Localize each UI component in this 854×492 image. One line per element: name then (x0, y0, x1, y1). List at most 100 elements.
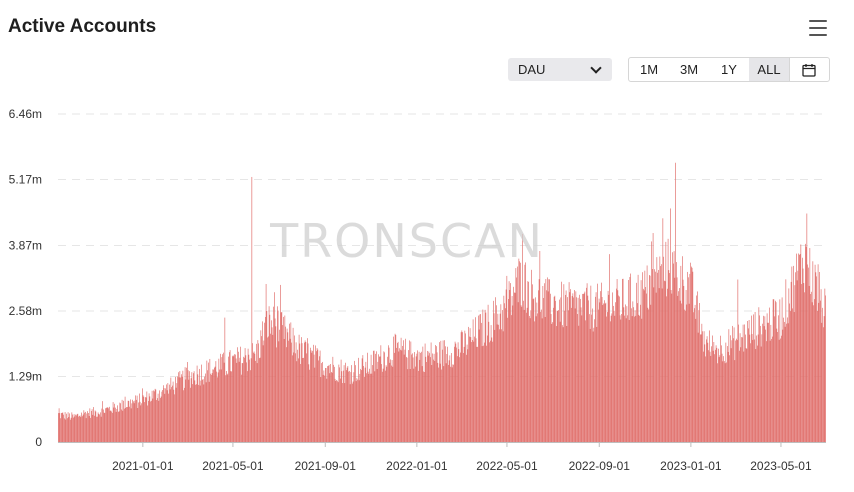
bar (291, 342, 292, 442)
bar (223, 352, 224, 442)
bar (435, 345, 436, 442)
bar (194, 380, 196, 442)
bar (437, 362, 439, 442)
bar (145, 397, 146, 442)
menu-icon[interactable] (809, 20, 827, 36)
bar (382, 368, 384, 442)
bar (439, 342, 440, 442)
bar (691, 266, 692, 442)
range-all-button[interactable]: ALL (749, 58, 789, 81)
bar (118, 411, 119, 442)
bar (592, 331, 594, 442)
bar (584, 291, 586, 442)
bar (803, 283, 805, 442)
range-1y-button[interactable]: 1Y (721, 62, 737, 77)
bar (822, 307, 823, 442)
range-3m-button[interactable]: 3M (679, 62, 699, 77)
bar (546, 290, 547, 442)
bar (91, 411, 92, 442)
bar (651, 241, 652, 442)
bar (352, 383, 353, 442)
bar (760, 325, 761, 442)
bar (809, 248, 811, 442)
bar (461, 330, 463, 442)
x-tick-label: 2022-01-01 (386, 459, 448, 473)
bar (548, 279, 550, 442)
bar (383, 351, 385, 442)
bar (583, 293, 585, 442)
bar (175, 376, 176, 442)
bar (448, 364, 449, 442)
x-tick-label: 2022-05-01 (476, 459, 538, 473)
metric-select[interactable]: DAU (508, 58, 612, 81)
bar (436, 346, 437, 442)
bar (163, 388, 165, 442)
time-range-group: 1M 3M 1Y ALL (628, 57, 830, 82)
bar (169, 389, 171, 442)
bar (315, 345, 316, 442)
bar (241, 362, 243, 442)
bar (170, 377, 172, 442)
bar (258, 343, 259, 442)
bar (199, 368, 200, 442)
bar (730, 348, 732, 442)
x-tick-label: 2022-09-01 (569, 459, 631, 473)
bar (718, 348, 719, 442)
bar (280, 284, 281, 442)
bar (669, 273, 670, 442)
calendar-button[interactable] (790, 58, 828, 81)
bar (190, 378, 192, 442)
bar (452, 364, 454, 442)
bar (582, 293, 583, 442)
bar (598, 309, 599, 442)
bar (254, 353, 256, 442)
bar (754, 339, 755, 442)
bar (346, 367, 348, 442)
bar (484, 342, 485, 442)
bar (296, 361, 298, 442)
bar (127, 400, 129, 442)
bar (462, 332, 463, 442)
bar (724, 363, 726, 442)
bar (459, 357, 460, 442)
bar (365, 361, 367, 442)
bar (773, 299, 775, 442)
bar (357, 379, 358, 442)
bar (716, 347, 718, 442)
bar (215, 361, 217, 442)
bar (157, 398, 158, 442)
bar (334, 378, 336, 442)
y-tick-label: 6.46m (9, 107, 42, 121)
bar (99, 414, 100, 442)
bar (181, 376, 183, 442)
bar (784, 326, 786, 442)
bar (154, 391, 155, 442)
bar (727, 351, 729, 442)
bar (643, 288, 644, 442)
bar (446, 354, 448, 442)
bar (807, 264, 808, 442)
bar (151, 400, 152, 442)
bar (460, 352, 461, 442)
bar (613, 310, 615, 442)
bar (528, 281, 529, 442)
bar (508, 299, 509, 442)
bar (213, 369, 214, 442)
bar (473, 341, 475, 442)
bar (529, 318, 531, 442)
bar (314, 367, 316, 442)
bar (88, 415, 90, 442)
bar (418, 351, 420, 442)
bar (729, 355, 730, 442)
bar (598, 298, 600, 442)
bar (201, 364, 202, 442)
bar (352, 381, 354, 442)
bar (502, 310, 503, 442)
bar (358, 380, 360, 442)
bar (762, 323, 763, 442)
bar (277, 306, 278, 442)
bar (200, 380, 202, 442)
bar (82, 416, 83, 442)
range-1m-button[interactable]: 1M (639, 62, 659, 77)
bar (259, 358, 260, 442)
